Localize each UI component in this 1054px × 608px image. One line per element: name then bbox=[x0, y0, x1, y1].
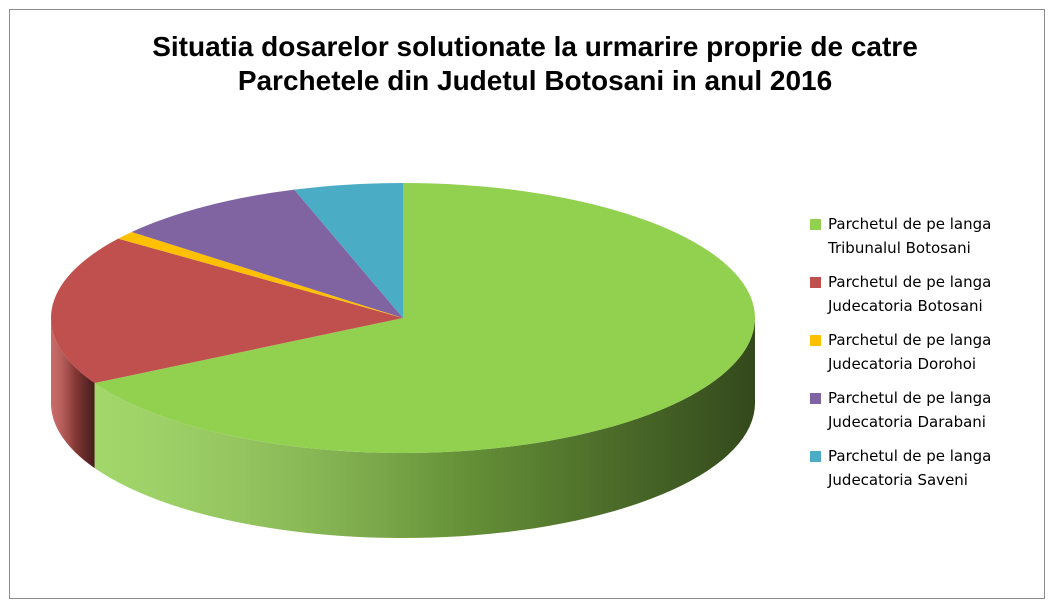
legend-item: Parchetul de pe langa Judecatoria Doroho… bbox=[806, 328, 1033, 386]
chart-frame bbox=[9, 9, 1045, 599]
legend-swatch bbox=[810, 451, 821, 462]
legend-item: Parchetul de pe langa Judecatoria Saveni bbox=[806, 444, 1033, 502]
legend: Parchetul de pe langa Tribunalul Botosan… bbox=[806, 212, 1036, 502]
legend-label: Parchetul de pe langa Judecatoria Doroho… bbox=[828, 331, 992, 373]
slice bbox=[118, 231, 404, 318]
legend-label: Parchetul de pe langa Judecatoria Daraba… bbox=[828, 389, 992, 431]
legend-swatch bbox=[810, 335, 821, 346]
legend-item: Parchetul de pe langa Judecatoria Daraba… bbox=[806, 386, 1033, 444]
legend-label: Parchetul de pe langa Judecatoria Botosa… bbox=[828, 273, 992, 315]
slice bbox=[131, 189, 403, 318]
slice-side-shade bbox=[51, 318, 95, 469]
legend-swatch bbox=[810, 393, 821, 404]
chart-title: Situatia dosarelor solutionate la urmari… bbox=[152, 31, 918, 96]
slice bbox=[94, 183, 756, 453]
slice bbox=[294, 183, 403, 318]
slice-side-shade bbox=[94, 318, 756, 538]
legend-swatch bbox=[810, 219, 821, 230]
legend-swatch bbox=[810, 277, 821, 288]
legend-label: Parchetul de pe langa Tribunalul Botosan… bbox=[828, 215, 992, 257]
slice bbox=[50, 238, 403, 384]
legend-label: Parchetul de pe langa Judecatoria Saveni bbox=[828, 447, 992, 489]
legend-item: Parchetul de pe langa Judecatoria Botosa… bbox=[806, 270, 1033, 328]
legend-item: Parchetul de pe langa Tribunalul Botosan… bbox=[806, 212, 1033, 270]
